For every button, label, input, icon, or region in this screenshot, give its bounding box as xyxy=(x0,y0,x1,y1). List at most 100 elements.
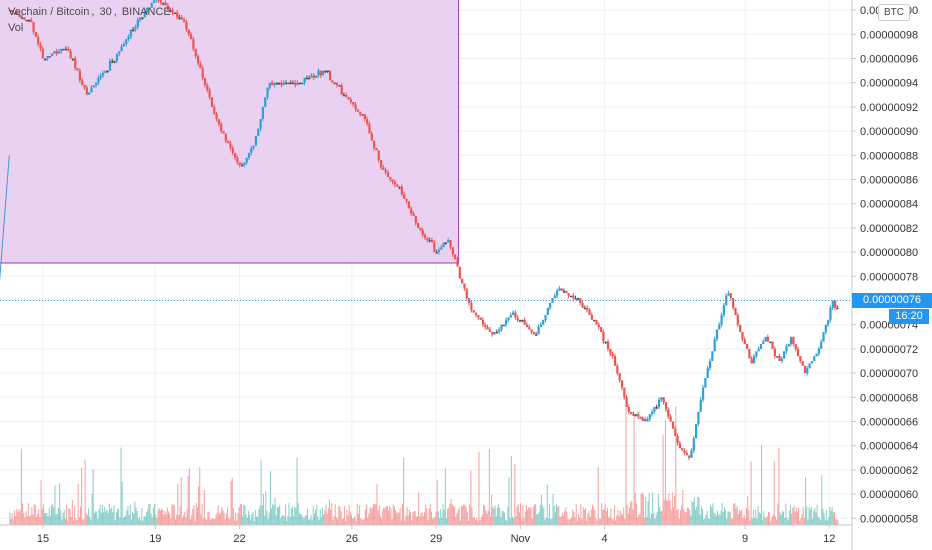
volume-bar xyxy=(401,503,403,525)
candle-body xyxy=(546,307,549,316)
candle-body xyxy=(553,295,556,299)
volume-bar xyxy=(223,512,225,525)
volume-bar xyxy=(813,510,815,525)
candle xyxy=(651,409,654,417)
candle-body xyxy=(83,85,86,88)
volume-bar xyxy=(776,519,778,525)
volume-bar xyxy=(346,509,348,525)
candle xyxy=(588,307,591,316)
volume-bar xyxy=(512,516,514,525)
volume-bar xyxy=(510,455,512,525)
candle-body xyxy=(333,82,336,85)
volume-bar xyxy=(49,516,51,525)
candle xyxy=(426,237,429,243)
volume-bar xyxy=(235,513,237,525)
candle-body xyxy=(356,109,359,112)
volume-bar xyxy=(34,505,36,525)
candle-body xyxy=(328,70,332,81)
candle-body xyxy=(78,70,82,81)
candle-body xyxy=(331,80,334,83)
volume-bar xyxy=(83,519,85,525)
currency-button[interactable]: BTC xyxy=(878,4,910,21)
candle xyxy=(528,324,531,330)
candle xyxy=(664,402,668,412)
candle xyxy=(30,17,33,23)
volume-bar xyxy=(18,508,20,525)
candle xyxy=(159,0,163,6)
volume-bar xyxy=(744,518,746,525)
volume-bar xyxy=(499,507,501,525)
candle xyxy=(484,322,487,330)
candle xyxy=(240,162,244,167)
candle-body xyxy=(271,82,274,86)
volume-bar xyxy=(259,505,261,525)
volume-bar xyxy=(542,506,544,525)
volume-bar xyxy=(149,503,151,525)
volume-bar xyxy=(733,503,735,525)
volume-bar xyxy=(51,505,53,525)
volume-bar xyxy=(271,508,273,525)
candle xyxy=(419,227,422,231)
candle-body xyxy=(620,380,624,388)
volume-bar xyxy=(589,516,591,525)
volume-bar xyxy=(180,477,182,525)
volume-bar xyxy=(294,507,296,525)
volume-bar xyxy=(597,466,599,525)
volume-bar xyxy=(28,516,30,525)
candle xyxy=(136,17,139,30)
candle-body xyxy=(539,324,543,328)
volume-bar xyxy=(122,517,124,525)
volume-bar xyxy=(117,509,119,525)
volume-bar xyxy=(326,513,328,525)
candle xyxy=(234,152,237,161)
candle xyxy=(171,7,174,15)
volume-bar xyxy=(167,511,169,525)
candle-body xyxy=(500,324,503,330)
volume-bar xyxy=(578,514,580,525)
volume-bar xyxy=(487,510,489,525)
candle-body xyxy=(173,12,176,15)
candle-body xyxy=(759,344,763,349)
volume-bar xyxy=(140,520,142,525)
volume-bar xyxy=(354,516,356,525)
candle xyxy=(565,290,568,294)
volume-bar xyxy=(229,519,231,525)
volume-bar xyxy=(137,519,139,525)
volume-bar xyxy=(95,511,97,525)
candle xyxy=(278,82,281,86)
candle xyxy=(60,48,63,54)
volume-bar xyxy=(218,514,220,525)
candle-body xyxy=(64,48,68,51)
price-tick-label: 0.00000068 xyxy=(860,392,918,404)
volume-bar xyxy=(318,519,320,525)
time-tick-label: 15 xyxy=(37,533,49,545)
candle xyxy=(715,329,719,342)
volume-bar xyxy=(807,520,809,525)
volume-bar xyxy=(209,519,211,525)
candle xyxy=(166,2,170,11)
candle xyxy=(507,317,510,323)
volume-bar xyxy=(649,518,651,525)
candle-body xyxy=(150,2,153,8)
volume-bar xyxy=(312,505,314,525)
volume-bar xyxy=(324,510,326,525)
candle xyxy=(377,150,380,163)
volume-bar xyxy=(214,519,216,525)
candle-body xyxy=(755,351,758,357)
candle-body xyxy=(386,172,390,178)
volume-bar xyxy=(193,505,195,525)
candle xyxy=(106,70,109,74)
volume-bar xyxy=(381,518,383,525)
volume-bar xyxy=(796,511,798,525)
volume-bar xyxy=(189,519,191,525)
volume-bar xyxy=(361,519,363,525)
volume-bar xyxy=(141,507,143,525)
candle xyxy=(799,356,802,364)
volume-bar xyxy=(836,519,838,525)
volume-bar xyxy=(754,517,756,525)
volume-bar xyxy=(827,520,829,525)
volume-bar xyxy=(631,501,633,525)
candle-body xyxy=(470,302,473,311)
